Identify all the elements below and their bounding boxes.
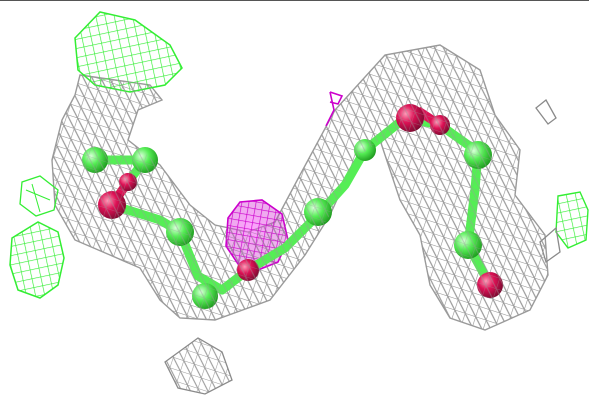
stray-mesh-right-top — [535, 99, 557, 125]
positive-density-left-upper — [19, 175, 59, 217]
positive-density-right — [555, 191, 589, 249]
electron-density-mesh-overlay — [52, 45, 548, 330]
stray-mesh-bottom — [164, 337, 233, 395]
positive-density-left-lower — [9, 221, 65, 299]
negative-density-small — [325, 91, 344, 127]
